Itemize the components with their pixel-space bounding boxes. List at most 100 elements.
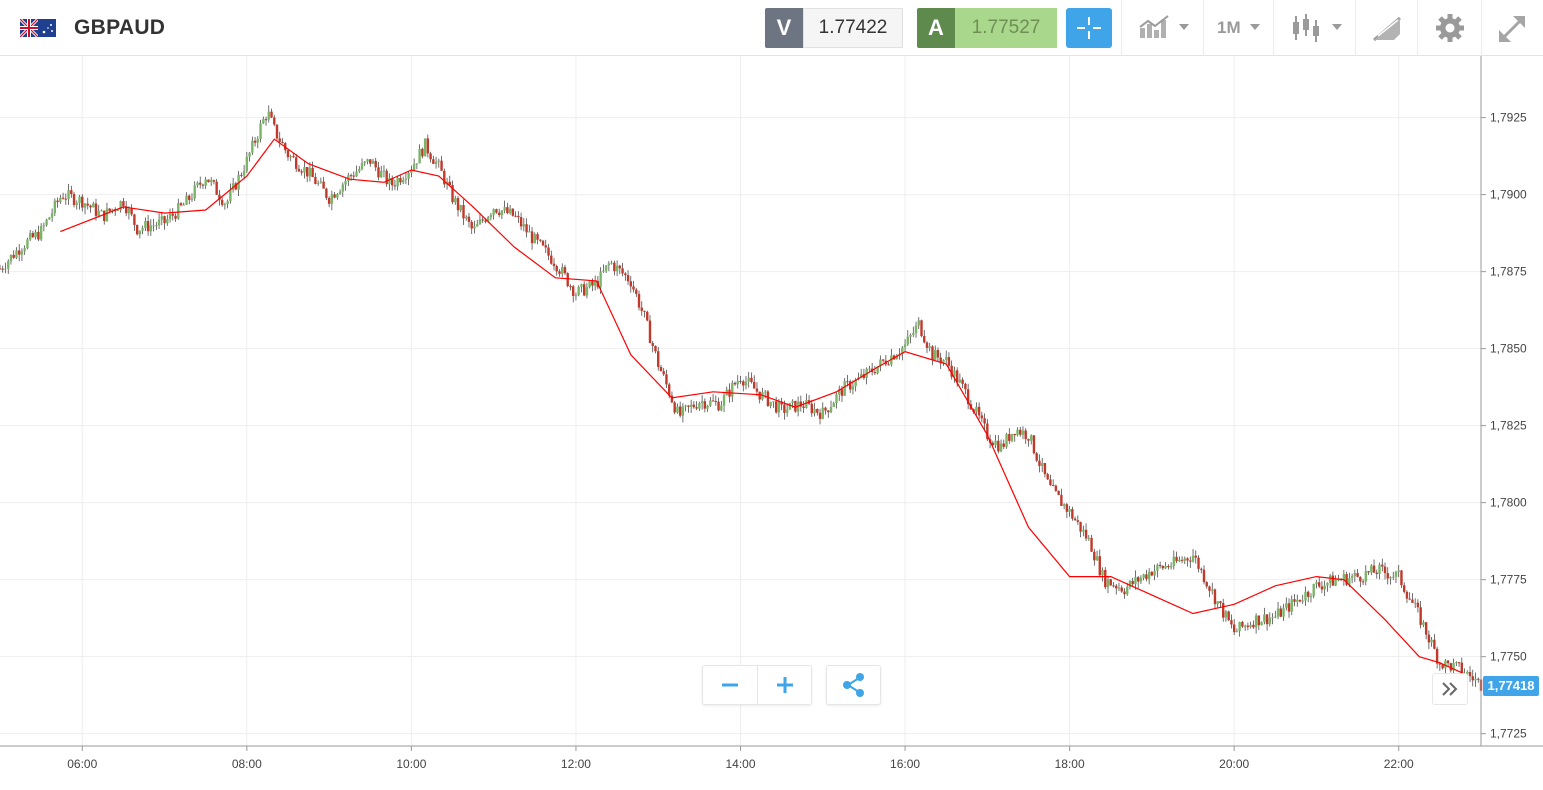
candle-body: [843, 381, 846, 396]
candle-body: [327, 197, 331, 204]
candle-body: [470, 221, 473, 229]
timeframe-selector[interactable]: 1M: [1203, 0, 1273, 56]
candle-body: [155, 225, 158, 227]
candle-body: [1408, 598, 1411, 600]
zoom-in-button[interactable]: [758, 666, 812, 704]
candle-body: [1394, 571, 1398, 577]
candle-body: [193, 185, 196, 199]
candle-body: [314, 177, 317, 184]
candle-body: [1375, 572, 1378, 574]
candle-body: [964, 383, 967, 390]
candle-body: [1049, 479, 1052, 486]
candle-body: [955, 370, 959, 383]
candle-body: [122, 201, 125, 207]
candlestick-chart[interactable]: 1,7925 1,7900 1,7875 1,7850 1,7825 1,7800 1,77…: [0, 56, 1543, 785]
crosshair-icon: [1077, 17, 1101, 39]
candle-body: [220, 199, 224, 205]
candle-body: [1002, 443, 1005, 447]
candle-body: [308, 167, 312, 177]
candle-body: [1268, 617, 1272, 625]
candle-body: [1287, 603, 1291, 612]
candle-body: [961, 379, 964, 384]
candle-body: [366, 159, 369, 162]
candle-body: [1087, 537, 1091, 539]
candle-body: [561, 267, 564, 274]
candle-body: [673, 402, 676, 413]
candle-body: [780, 401, 783, 405]
candle-body: [577, 286, 580, 296]
candle-body: [1320, 586, 1324, 590]
candle-body: [1191, 555, 1195, 562]
candle-body: [733, 382, 737, 385]
candle-body: [462, 205, 465, 219]
candle-body: [355, 171, 358, 177]
drawing-tools-button[interactable]: [1355, 0, 1417, 56]
candle-body: [1134, 577, 1137, 585]
scroll-to-end-button[interactable]: [1432, 673, 1468, 705]
x-tick-label: 14:00: [725, 757, 755, 771]
candle-body: [86, 203, 89, 206]
candle-body: [264, 119, 268, 121]
fullscreen-button[interactable]: [1481, 0, 1543, 56]
share-button[interactable]: [826, 665, 881, 705]
candle-body: [1027, 439, 1030, 441]
crosshair-button[interactable]: [1066, 8, 1112, 48]
candle-body: [78, 196, 81, 204]
candle-body: [105, 208, 109, 221]
chart-type-button[interactable]: [1121, 0, 1203, 56]
candle-body: [508, 208, 512, 214]
candle-body: [59, 197, 62, 203]
candle-body: [1142, 574, 1145, 578]
settings-button[interactable]: [1417, 0, 1481, 56]
candle-body: [369, 159, 372, 164]
candle-body: [1136, 577, 1140, 582]
candle-body: [1043, 463, 1047, 475]
candle-body: [292, 156, 295, 158]
candle-body: [530, 231, 534, 244]
candle-body: [1433, 639, 1436, 649]
x-tick-label: 06:00: [67, 757, 97, 771]
buy-label[interactable]: A: [917, 8, 955, 48]
candle-body: [1178, 559, 1181, 562]
chart-type-icon: [1139, 15, 1169, 38]
candle-body: [651, 343, 654, 346]
buy-price[interactable]: 1.77527: [955, 8, 1057, 48]
candle-body: [1180, 559, 1184, 561]
y-tick-label: 1,7850: [1490, 342, 1527, 356]
candle-body: [1252, 624, 1255, 628]
candle-body: [1249, 624, 1252, 627]
candle-body: [325, 188, 328, 198]
candle-body: [1468, 672, 1472, 677]
candle-body: [146, 221, 150, 232]
candle-body: [415, 163, 419, 165]
candle-body: [234, 183, 238, 190]
candle-body: [503, 207, 506, 211]
candle-body: [528, 231, 531, 233]
sell-label[interactable]: V: [765, 8, 803, 48]
candle-body: [901, 347, 904, 355]
candle-body: [1202, 569, 1206, 583]
candle-body: [569, 286, 572, 288]
candle-body: [1260, 622, 1263, 626]
candle-style-button[interactable]: [1273, 0, 1355, 56]
candle-body: [39, 226, 43, 240]
candle-body: [377, 167, 380, 178]
candle-body: [593, 280, 597, 286]
plus-icon: [777, 677, 793, 693]
candle-body: [1, 268, 4, 270]
candle-body: [443, 170, 446, 185]
candle-body: [1021, 430, 1025, 435]
candle-body: [1383, 566, 1387, 574]
sell-price[interactable]: 1.77422: [803, 8, 903, 48]
candle-body: [1304, 591, 1307, 601]
candle-body: [50, 213, 54, 218]
price-chart[interactable]: 1,7925 1,7900 1,7875 1,7850 1,7825 1,7800 1,77…: [0, 56, 1543, 785]
candle-body: [966, 389, 970, 405]
candle-body: [17, 250, 21, 255]
candle-body: [48, 217, 51, 220]
candle-body: [396, 177, 399, 187]
candle-body: [1205, 582, 1208, 587]
candle-body: [1254, 615, 1258, 628]
candle-body: [215, 181, 218, 195]
zoom-out-button[interactable]: [703, 666, 758, 704]
